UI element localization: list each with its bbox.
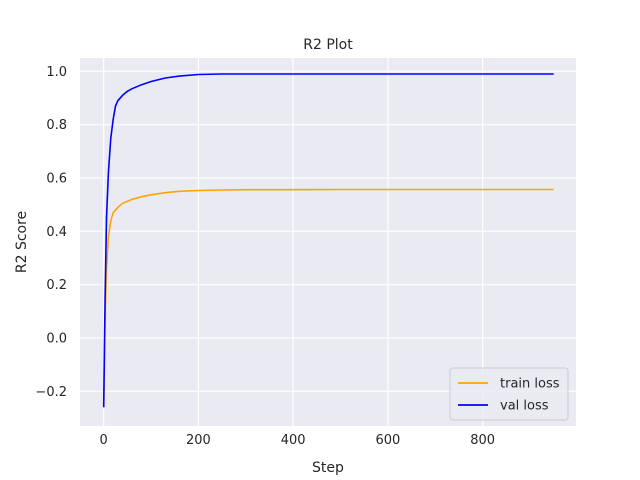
y-tick-label: 0.0 bbox=[46, 332, 67, 347]
x-axis-label: Step bbox=[312, 460, 344, 476]
series-line-train-loss bbox=[102, 188, 554, 408]
x-tick-label: 400 bbox=[281, 433, 306, 448]
y-tick-label: 1.0 bbox=[46, 65, 67, 80]
x-tick-label: 600 bbox=[376, 433, 401, 448]
legend-box bbox=[449, 367, 569, 421]
legend: train loss val loss bbox=[449, 367, 569, 421]
y-axis-label: R2 Score bbox=[14, 211, 30, 273]
plot-area bbox=[80, 58, 576, 426]
x-tick-label: 800 bbox=[470, 433, 495, 448]
chart-title: R2 Plot bbox=[303, 37, 353, 53]
y-tick-labels: −0.2 0.0 0.2 0.4 0.6 0.8 1.0 bbox=[35, 65, 67, 400]
y-tick-label: 0.4 bbox=[46, 225, 67, 240]
legend-label: val loss bbox=[500, 399, 549, 414]
y-tick-label: −0.2 bbox=[35, 385, 67, 400]
x-tick-label: 0 bbox=[100, 433, 108, 448]
series-line-val-loss bbox=[102, 73, 554, 408]
x-tick-label: 200 bbox=[186, 433, 211, 448]
x-tick-labels: 0 200 400 600 800 bbox=[100, 433, 496, 448]
y-tick-label: 0.8 bbox=[46, 118, 67, 133]
legend-label: train loss bbox=[500, 377, 560, 392]
grid-lines bbox=[80, 58, 576, 426]
series-lines bbox=[102, 73, 554, 408]
y-tick-label: 0.6 bbox=[46, 172, 67, 187]
y-tick-label: 0.2 bbox=[46, 278, 67, 293]
